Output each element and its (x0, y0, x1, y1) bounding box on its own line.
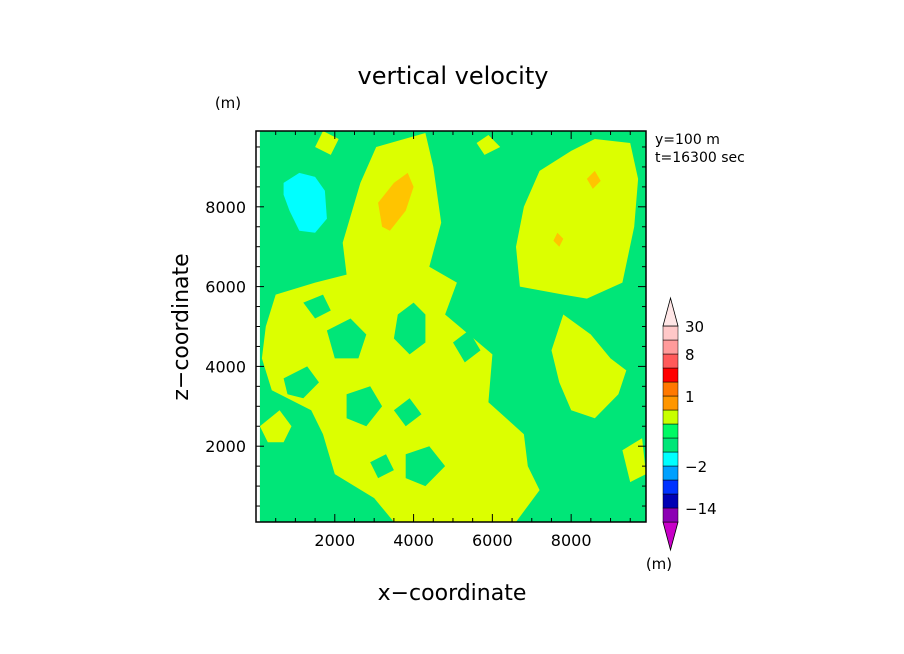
contour-regions (259, 131, 646, 522)
colorbar-segment (662, 507, 679, 523)
colorbar-segment (662, 395, 679, 411)
contour-region-20 (553, 232, 564, 247)
y-tick-label: 6000 (205, 278, 246, 297)
y-tick-label: 2000 (205, 437, 246, 456)
colorbar-segment (662, 465, 679, 481)
colorbar-segment (662, 353, 679, 369)
colorbar-segment (662, 493, 679, 509)
colorbar-label: −2 (685, 458, 707, 476)
contour-region-11 (346, 386, 383, 427)
contour-region-18 (378, 172, 414, 231)
x-tick-label: 2000 (314, 531, 355, 550)
contour-region-19 (586, 170, 601, 189)
colorbar-segment (662, 325, 679, 341)
colorbar-label: −14 (685, 500, 717, 518)
y-axis-label: z−coordinate (169, 253, 194, 400)
chart-title: vertical velocity (358, 62, 549, 90)
colorbar-segment (662, 409, 679, 425)
colorbar-segment (662, 367, 679, 383)
x-axis-label: x−coordinate (378, 581, 527, 606)
info-line-y: y=100 m (655, 132, 720, 148)
colorbar-segment (662, 479, 679, 495)
colorbar-label: 1 (685, 388, 695, 406)
contour-region-17 (283, 172, 327, 233)
x-tick-label: 4000 (393, 531, 434, 550)
contour-region-8 (393, 302, 426, 355)
colorbar-label: 30 (685, 318, 704, 336)
contour-region-15 (453, 330, 481, 363)
contour-region-14 (393, 398, 422, 427)
colorbar-segment (662, 339, 679, 355)
contour-region-7 (622, 438, 646, 483)
y-tick-label: 4000 (205, 357, 246, 376)
plot-area (259, 131, 646, 522)
colorbar-top-arrow (662, 296, 679, 327)
info-line-t: t=16300 sec (655, 150, 745, 166)
y-tick-label: 8000 (205, 198, 246, 217)
contour-region-5 (315, 131, 339, 155)
contour-region-9 (326, 318, 367, 359)
contour-region-10 (283, 366, 319, 399)
x-tick-label: 8000 (551, 531, 592, 550)
x-tick-label: 6000 (472, 531, 513, 550)
y-unit-label: (m) (215, 94, 241, 112)
colorbar-label: 8 (685, 346, 695, 364)
colorbar-unit: (m) (646, 555, 672, 573)
colorbar: 30 8 1 −2 −14 (662, 296, 717, 552)
axis-ticks: 2000 4000 6000 8000 2000 4000 6000 8000 (205, 131, 646, 550)
contour-region-12 (405, 446, 446, 487)
colorbar-segment (662, 437, 679, 453)
contour-region-2 (516, 139, 639, 299)
contour-region-4 (259, 410, 292, 443)
contour-region-3 (551, 314, 627, 419)
colorbar-bottom-arrow (662, 521, 679, 552)
colorbar-segment (662, 381, 679, 397)
contour-region-16 (370, 454, 394, 479)
colorbar-segment (662, 423, 679, 439)
contour-region-13 (303, 294, 331, 319)
contour-region-6 (476, 135, 501, 155)
colorbar-segment (662, 451, 679, 467)
